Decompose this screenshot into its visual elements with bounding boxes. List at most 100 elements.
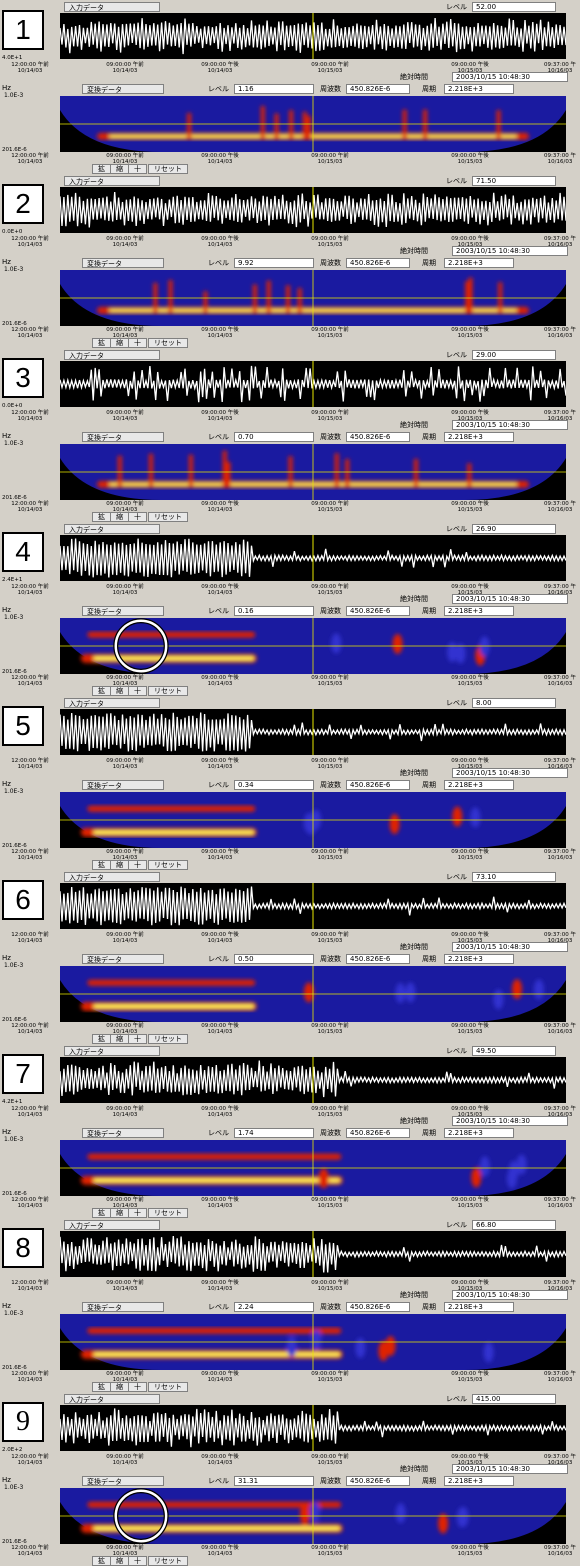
transform-level-value[interactable]: 2.24 xyxy=(234,1302,314,1312)
plus-button[interactable]: 十 xyxy=(128,512,147,522)
frequency-value[interactable]: 450.826E-6 xyxy=(346,954,410,964)
abs-time-value[interactable]: 2003/10/15 10:48:30 xyxy=(452,768,568,778)
zoom-in-button[interactable]: 拡 xyxy=(92,1556,111,1566)
zoom-in-button[interactable]: 拡 xyxy=(92,860,111,870)
zoom-out-button[interactable]: 縮 xyxy=(110,1208,129,1218)
waveform-view[interactable] xyxy=(60,883,566,929)
waveform-view[interactable] xyxy=(60,187,566,233)
input-data-tab[interactable]: 入力データ xyxy=(64,176,160,186)
input-level-value[interactable]: 415.00 xyxy=(472,1394,556,1404)
spectrogram-view[interactable] xyxy=(60,270,566,326)
waveform-view[interactable] xyxy=(60,13,566,59)
frequency-value[interactable]: 450.826E-6 xyxy=(346,780,410,790)
frequency-value[interactable]: 450.826E-6 xyxy=(346,606,410,616)
zoom-out-button[interactable]: 縮 xyxy=(110,338,129,348)
input-level-value[interactable]: 73.10 xyxy=(472,872,556,882)
reset-button[interactable]: リセット xyxy=(148,860,188,870)
spectrogram-view[interactable] xyxy=(60,966,566,1022)
reset-button[interactable]: リセット xyxy=(148,512,188,522)
plus-button[interactable]: 十 xyxy=(128,686,147,696)
abs-time-value[interactable]: 2003/10/15 10:48:30 xyxy=(452,72,568,82)
transform-level-value[interactable]: 0.70 xyxy=(234,432,314,442)
plus-button[interactable]: 十 xyxy=(128,860,147,870)
abs-time-value[interactable]: 2003/10/15 10:48:30 xyxy=(452,246,568,256)
input-level-value[interactable]: 52.00 xyxy=(472,2,556,12)
input-data-tab[interactable]: 入力データ xyxy=(64,2,160,12)
input-data-tab[interactable]: 入力データ xyxy=(64,1220,160,1230)
transform-level-value[interactable]: 1.74 xyxy=(234,1128,314,1138)
transform-data-tab[interactable]: 変換データ xyxy=(82,606,164,616)
period-value[interactable]: 2.218E+3 xyxy=(444,1302,514,1312)
period-value[interactable]: 2.218E+3 xyxy=(444,606,514,616)
reset-button[interactable]: リセット xyxy=(148,1382,188,1392)
transform-data-tab[interactable]: 変換データ xyxy=(82,432,164,442)
spectrogram-view[interactable] xyxy=(60,792,566,848)
frequency-value[interactable]: 450.826E-6 xyxy=(346,1476,410,1486)
transform-data-tab[interactable]: 変換データ xyxy=(82,84,164,94)
zoom-in-button[interactable]: 拡 xyxy=(92,1034,111,1044)
zoom-in-button[interactable]: 拡 xyxy=(92,686,111,696)
reset-button[interactable]: リセット xyxy=(148,1034,188,1044)
reset-button[interactable]: リセット xyxy=(148,164,188,174)
transform-level-value[interactable]: 0.16 xyxy=(234,606,314,616)
input-data-tab[interactable]: 入力データ xyxy=(64,1394,160,1404)
abs-time-value[interactable]: 2003/10/15 10:48:30 xyxy=(452,942,568,952)
period-value[interactable]: 2.218E+3 xyxy=(444,780,514,790)
spectrogram-view[interactable] xyxy=(60,1488,566,1544)
input-level-value[interactable]: 26.90 xyxy=(472,524,556,534)
zoom-out-button[interactable]: 縮 xyxy=(110,686,129,696)
input-level-value[interactable]: 8.00 xyxy=(472,698,556,708)
zoom-out-button[interactable]: 縮 xyxy=(110,512,129,522)
zoom-in-button[interactable]: 拡 xyxy=(92,338,111,348)
transform-data-tab[interactable]: 変換データ xyxy=(82,780,164,790)
period-value[interactable]: 2.218E+3 xyxy=(444,1128,514,1138)
waveform-view[interactable] xyxy=(60,361,566,407)
reset-button[interactable]: リセット xyxy=(148,1556,188,1566)
transform-level-value[interactable]: 9.92 xyxy=(234,258,314,268)
frequency-value[interactable]: 450.826E-6 xyxy=(346,432,410,442)
plus-button[interactable]: 十 xyxy=(128,1208,147,1218)
input-data-tab[interactable]: 入力データ xyxy=(64,872,160,882)
input-level-value[interactable]: 66.80 xyxy=(472,1220,556,1230)
spectrogram-view[interactable] xyxy=(60,618,566,674)
abs-time-value[interactable]: 2003/10/15 10:48:30 xyxy=(452,594,568,604)
input-level-value[interactable]: 49.50 xyxy=(472,1046,556,1056)
zoom-in-button[interactable]: 拡 xyxy=(92,1382,111,1392)
period-value[interactable]: 2.218E+3 xyxy=(444,1476,514,1486)
waveform-view[interactable] xyxy=(60,1057,566,1103)
zoom-out-button[interactable]: 縮 xyxy=(110,164,129,174)
transform-data-tab[interactable]: 変換データ xyxy=(82,258,164,268)
plus-button[interactable]: 十 xyxy=(128,338,147,348)
waveform-view[interactable] xyxy=(60,1231,566,1277)
spectrogram-view[interactable] xyxy=(60,1314,566,1370)
abs-time-value[interactable]: 2003/10/15 10:48:30 xyxy=(452,1464,568,1474)
waveform-view[interactable] xyxy=(60,1405,566,1451)
period-value[interactable]: 2.218E+3 xyxy=(444,258,514,268)
transform-data-tab[interactable]: 変換データ xyxy=(82,1302,164,1312)
transform-level-value[interactable]: 1.16 xyxy=(234,84,314,94)
frequency-value[interactable]: 450.826E-6 xyxy=(346,258,410,268)
abs-time-value[interactable]: 2003/10/15 10:48:30 xyxy=(452,420,568,430)
frequency-value[interactable]: 450.826E-6 xyxy=(346,1302,410,1312)
input-data-tab[interactable]: 入力データ xyxy=(64,1046,160,1056)
reset-button[interactable]: リセット xyxy=(148,1208,188,1218)
spectrogram-view[interactable] xyxy=(60,444,566,500)
input-data-tab[interactable]: 入力データ xyxy=(64,350,160,360)
spectrogram-view[interactable] xyxy=(60,1140,566,1196)
plus-button[interactable]: 十 xyxy=(128,1556,147,1566)
zoom-in-button[interactable]: 拡 xyxy=(92,164,111,174)
transform-level-value[interactable]: 0.50 xyxy=(234,954,314,964)
zoom-out-button[interactable]: 縮 xyxy=(110,1382,129,1392)
transform-data-tab[interactable]: 変換データ xyxy=(82,1128,164,1138)
waveform-view[interactable] xyxy=(60,535,566,581)
frequency-value[interactable]: 450.826E-6 xyxy=(346,1128,410,1138)
period-value[interactable]: 2.218E+3 xyxy=(444,432,514,442)
period-value[interactable]: 2.218E+3 xyxy=(444,954,514,964)
waveform-view[interactable] xyxy=(60,709,566,755)
zoom-out-button[interactable]: 縮 xyxy=(110,1556,129,1566)
abs-time-value[interactable]: 2003/10/15 10:48:30 xyxy=(452,1290,568,1300)
input-level-value[interactable]: 71.50 xyxy=(472,176,556,186)
input-data-tab[interactable]: 入力データ xyxy=(64,698,160,708)
period-value[interactable]: 2.218E+3 xyxy=(444,84,514,94)
transform-data-tab[interactable]: 変換データ xyxy=(82,1476,164,1486)
